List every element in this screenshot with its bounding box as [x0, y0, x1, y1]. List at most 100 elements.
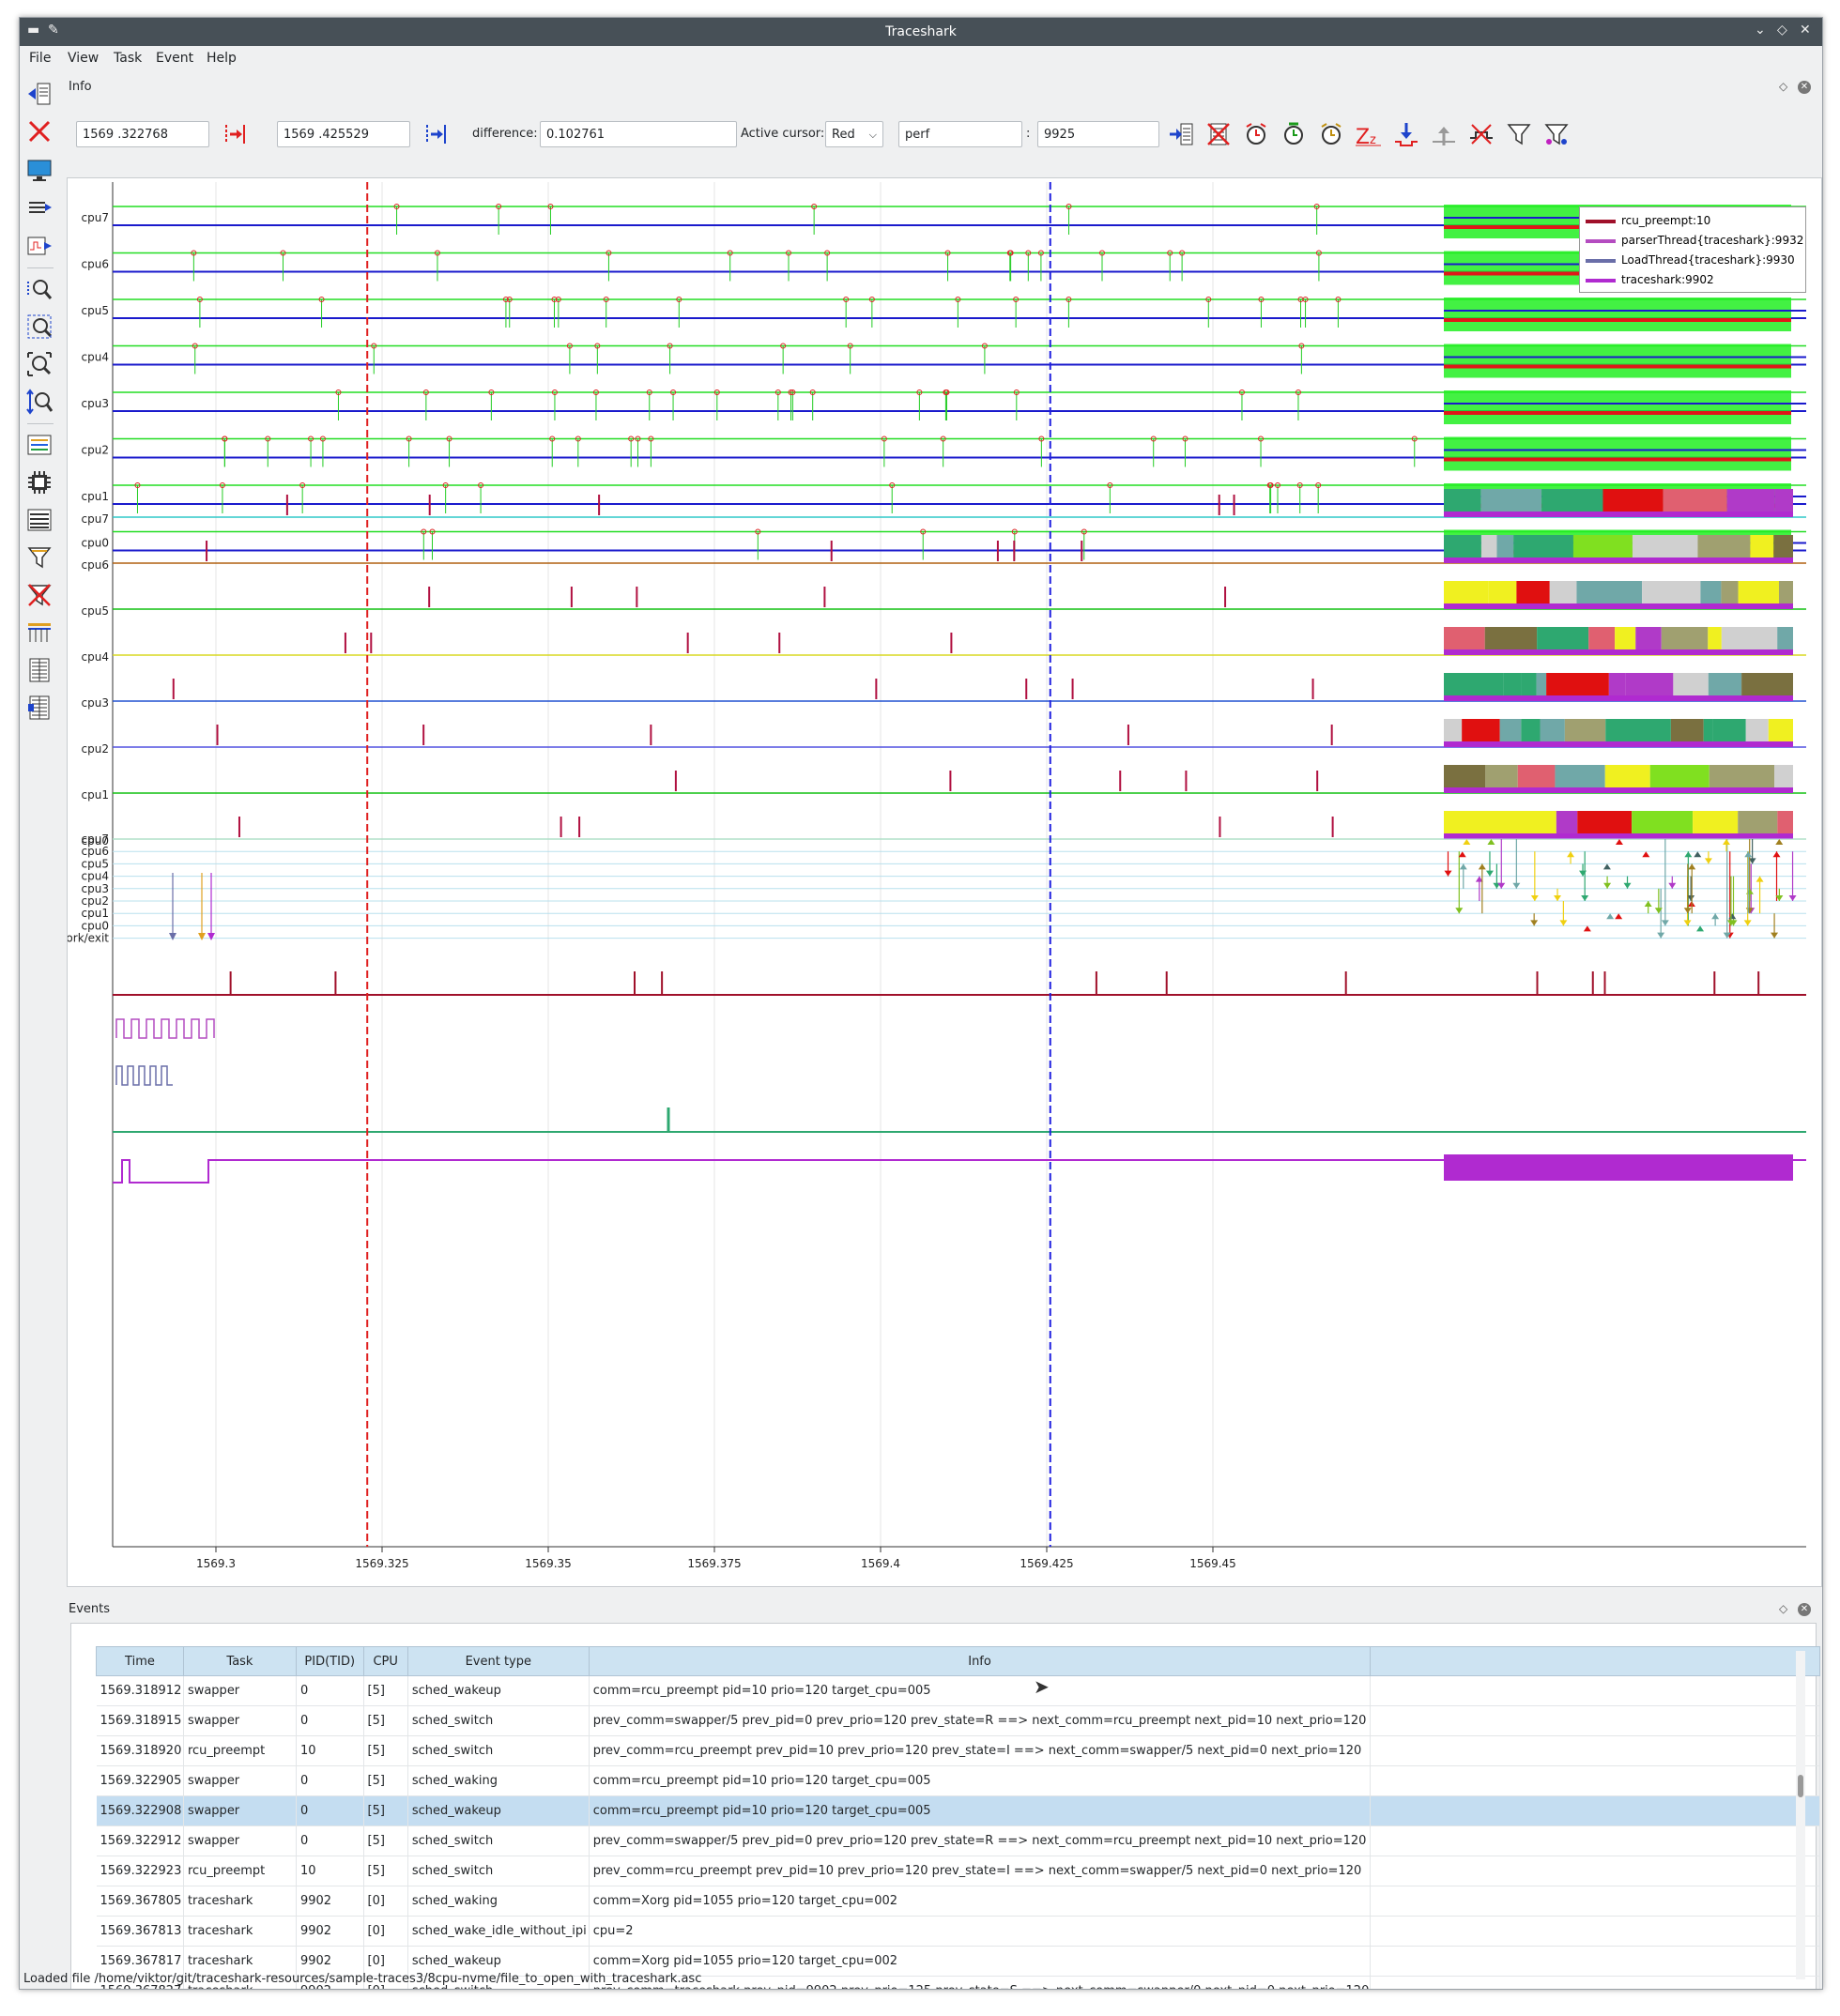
task-block — [1604, 765, 1650, 787]
legend-item[interactable]: parserThread{traceshark}:9932 — [1586, 231, 1803, 251]
menu-task[interactable]: Task — [114, 51, 143, 66]
export-graph-icon[interactable] — [25, 232, 54, 260]
migration-arrowhead — [1485, 870, 1494, 877]
active-cursor-select[interactable]: Red ⌵ — [825, 121, 883, 147]
red-cursor-field[interactable]: 1569 .322768 — [76, 121, 209, 147]
maximize-icon[interactable]: ◇ — [1777, 23, 1787, 38]
float-panel-icon[interactable]: ◇ — [1779, 1602, 1788, 1615]
idle-marker — [1258, 435, 1265, 442]
remove-migration-icon[interactable] — [1467, 120, 1495, 148]
menu-event[interactable]: Event — [156, 51, 194, 66]
close-trace-icon[interactable] — [25, 117, 54, 145]
legend-item[interactable]: traceshark:9902 — [1586, 270, 1803, 290]
difference-field[interactable]: 0.102761 — [540, 121, 737, 147]
float-panel-icon[interactable]: ◇ — [1779, 80, 1788, 93]
filter-multi-icon[interactable] — [1542, 120, 1571, 148]
table-row[interactable]: 1569.322923 rcu_preempt 10 [5] sched_switch p… — [96, 1856, 1820, 1886]
table-row[interactable]: 1569.318915 swapper 0 [5] sched_switch prev_c… — [96, 1705, 1820, 1736]
cpu-label: cpu3 — [82, 397, 109, 410]
migration-down-icon[interactable] — [1392, 120, 1420, 148]
close-panel-icon[interactable]: ✕ — [1798, 81, 1811, 94]
monitor-icon[interactable] — [25, 157, 54, 185]
col-pid[interactable]: PID(TID) — [295, 1646, 364, 1676]
table-cell: sched_wakeup — [407, 1946, 590, 1977]
status-bar: Loaded file /home/viktor/git/traceshark-… — [23, 1972, 702, 1986]
table-row[interactable]: 1569.367827traceshark9902[0]sched_switch… — [96, 1976, 1820, 1989]
close-icon[interactable]: ✕ — [1800, 23, 1811, 38]
task-block — [1496, 535, 1514, 557]
migration-arrowhead — [1459, 863, 1467, 870]
cpu-filter-icon[interactable] — [25, 468, 54, 496]
wakeup-green-icon[interactable] — [1280, 120, 1308, 148]
task-block — [1708, 627, 1722, 649]
event-stats-icon[interactable] — [25, 694, 54, 722]
trace-plot[interactable]: 1569.3 1569.325 1569.35 1569.375 1569.4 1569.… — [62, 177, 1822, 1587]
pin-icon[interactable]: ✎ — [48, 23, 59, 38]
idle-marker — [1013, 389, 1020, 395]
idle-marker — [1313, 204, 1320, 209]
menu-help[interactable]: Help — [207, 51, 237, 66]
col-cpu[interactable]: CPU — [362, 1646, 408, 1676]
add-task-graph-icon[interactable] — [1167, 120, 1195, 148]
cpu-label: cpu5 — [82, 304, 109, 317]
col-info[interactable]: Info — [588, 1646, 1372, 1676]
task-filter-icon[interactable] — [1505, 120, 1533, 148]
filter-icon[interactable] — [25, 543, 54, 572]
blue-cursor-field[interactable]: 1569 .425529 — [277, 121, 410, 147]
task-block — [1546, 673, 1609, 695]
list-arrow-icon[interactable] — [25, 194, 54, 222]
table-cell: sched_switch — [407, 1705, 590, 1736]
timeline-icon[interactable] — [25, 619, 54, 647]
menu-file[interactable]: File — [29, 51, 52, 66]
table-row[interactable]: 1569.322912 swapper 0 [5] sched_switch prev_c… — [96, 1825, 1820, 1856]
task-list-icon[interactable] — [25, 506, 54, 534]
migration-arrowhead — [1581, 895, 1589, 901]
remove-task-graph-icon[interactable] — [1204, 120, 1233, 148]
wakeup-alarm-icon[interactable] — [1242, 120, 1270, 148]
open-trace-icon[interactable] — [25, 80, 54, 108]
idle-block — [1444, 390, 1791, 424]
migration-row-label: cpu1 — [82, 907, 109, 920]
table-row[interactable]: 1569.322908 swapper 0 [5] sched_wakeup comm=r… — [96, 1795, 1820, 1826]
task-pid-field[interactable]: 9925 — [1037, 121, 1159, 147]
idle-marker — [1296, 482, 1303, 488]
events-scrollbar[interactable] — [1796, 1651, 1805, 1979]
col-task[interactable]: Task — [182, 1646, 297, 1676]
legend-item[interactable]: rcu_preempt:10 — [1586, 211, 1803, 231]
event-table-icon[interactable] — [25, 656, 54, 684]
task-block — [1444, 719, 1463, 741]
trace-plot-svg[interactable]: 1569.3 1569.325 1569.35 1569.375 1569.4 1569.… — [62, 178, 1821, 1586]
task-name-field[interactable]: perf — [898, 121, 1022, 147]
zoom-fit-icon[interactable] — [25, 313, 54, 341]
col-time[interactable]: Time — [96, 1646, 184, 1676]
migration-up-icon[interactable] — [1430, 120, 1458, 148]
events-table[interactable]: Time Task PID(TID) CPU Event type Info 1… — [96, 1646, 1820, 1989]
zoom-full-icon[interactable] — [25, 350, 54, 378]
minimize-icon[interactable]: ⌄ — [1755, 23, 1766, 38]
reset-filter-icon[interactable] — [25, 581, 54, 609]
col-event-type[interactable]: Event type — [406, 1646, 590, 1676]
migration-arrowhead — [1743, 920, 1752, 926]
table-row[interactable]: 1569.318920 rcu_preempt 10 [5] sched_switch p… — [96, 1735, 1820, 1766]
wakeup-yellow-icon[interactable] — [1317, 120, 1345, 148]
table-cell-spacer — [1370, 1886, 1820, 1917]
legend-item[interactable]: LoadThread{traceshark}:9930 — [1586, 251, 1803, 270]
table-row[interactable]: 1569.367805 traceshark 9902 [0] sched_waking… — [96, 1886, 1820, 1917]
table-row[interactable]: 1569.322905 swapper 0 [5] sched_waking comm=r… — [96, 1765, 1820, 1796]
menu-view[interactable]: View — [68, 51, 100, 66]
task-block — [1777, 811, 1793, 833]
legend-icon[interactable] — [25, 431, 54, 459]
idle-marker — [442, 482, 449, 488]
scrollbar-handle[interactable] — [1798, 1775, 1803, 1797]
table-row[interactable]: 1569.367813 traceshark 9902 [0] sched_wake_i… — [96, 1916, 1820, 1947]
table-row[interactable]: 1569.367817 traceshark 9902 [0] sched_wakeup… — [96, 1946, 1820, 1977]
task-block — [1615, 627, 1636, 649]
close-panel-icon[interactable]: ✕ — [1798, 1603, 1811, 1616]
table-row[interactable]: 1569.318912 swapper 0 [5] sched_wakeup comm=r… — [96, 1675, 1820, 1706]
zoom-horizontal-icon[interactable] — [25, 275, 54, 303]
move-red-cursor-icon[interactable] — [221, 120, 249, 148]
move-blue-cursor-icon[interactable] — [422, 120, 450, 148]
zoom-vertical-icon[interactable] — [25, 388, 54, 416]
table-cell: 1569.322905 — [96, 1765, 184, 1796]
